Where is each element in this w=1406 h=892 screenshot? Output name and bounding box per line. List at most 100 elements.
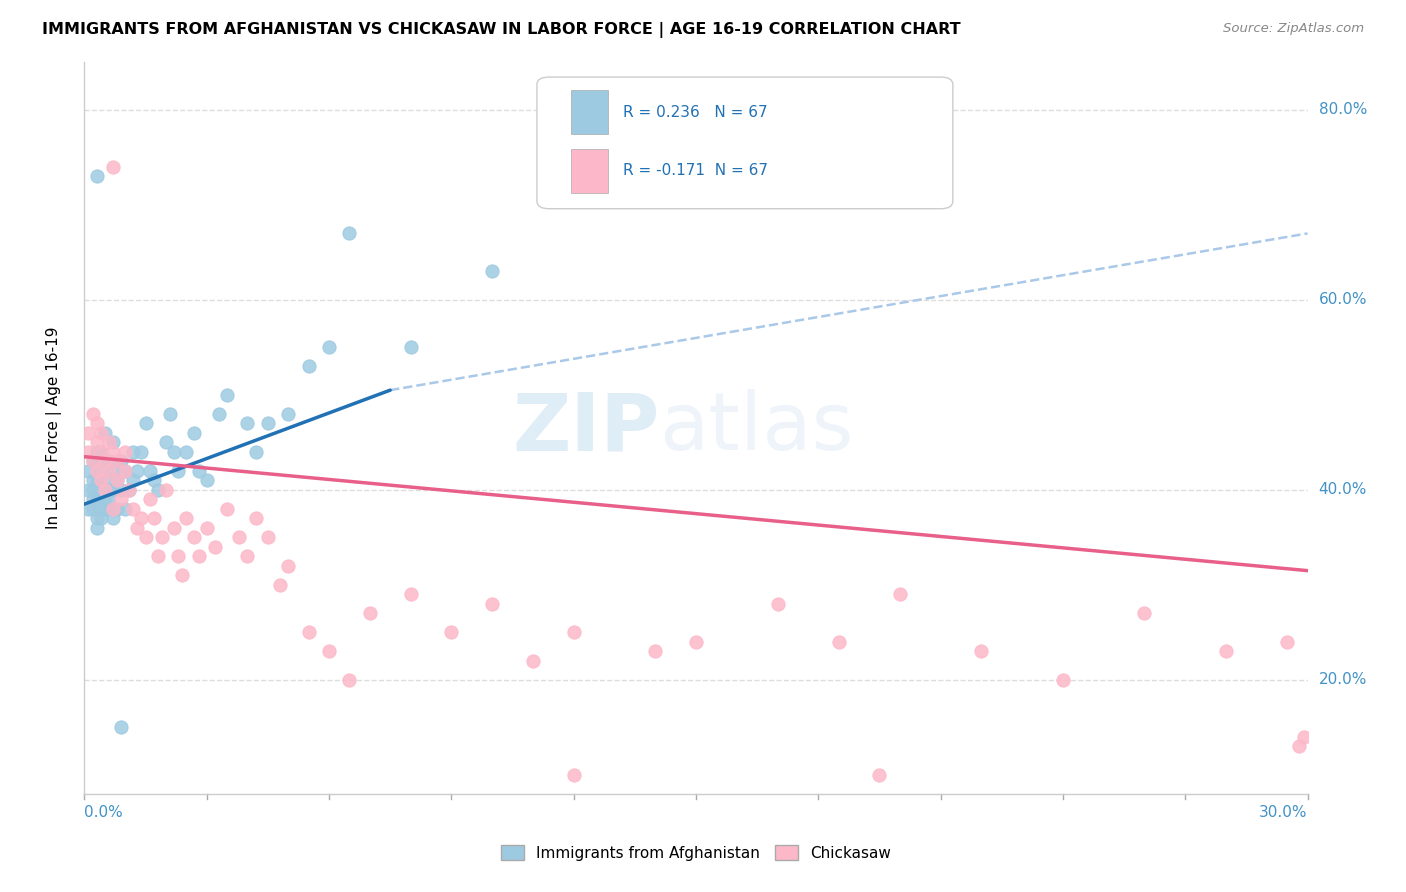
Point (195, 474, 218, 488)
Point (1215, 644, 1237, 658)
Point (1052, 673, 1074, 687)
Text: IMMIGRANTS FROM AFGHANISTAN VS CHICKASAW IN LABOR FORCE | AGE 16-19 CORRELATION : IMMIGRANTS FROM AFGHANISTAN VS CHICKASAW… (42, 22, 960, 38)
Point (105, 454, 128, 468)
Point (77, 425, 100, 440)
Point (277, 407, 299, 421)
Text: Source: ZipAtlas.com: Source: ZipAtlas.com (1223, 22, 1364, 36)
Point (110, 483, 132, 497)
Point (77, 483, 100, 497)
Point (90, 425, 112, 440)
Point (97, 483, 120, 497)
Point (105, 474, 128, 488)
Point (155, 483, 177, 497)
Point (114, 464, 136, 478)
Point (195, 521, 218, 535)
Point (93, 474, 115, 488)
Point (245, 511, 267, 525)
Point (97, 492, 120, 507)
Point (269, 578, 291, 592)
Point (339, 227, 361, 241)
Point (90, 483, 112, 497)
Point (187, 464, 209, 478)
Point (90, 502, 112, 516)
Point (122, 445, 145, 459)
Point (93, 502, 115, 516)
Point (970, 644, 993, 658)
Point (90, 445, 112, 459)
Point (82, 474, 104, 488)
Point (146, 483, 169, 497)
Point (481, 597, 503, 611)
Point (101, 502, 124, 516)
Point (562, 625, 585, 640)
Point (101, 435, 124, 450)
Point (146, 549, 169, 564)
Point (105, 502, 128, 516)
Point (869, 768, 891, 782)
Point (889, 587, 911, 601)
Point (1292, 730, 1315, 744)
Text: 0.0%: 0.0% (84, 805, 124, 821)
Point (82, 483, 104, 497)
Point (82, 492, 104, 507)
Point (257, 417, 280, 431)
Legend: Immigrants from Afghanistan, Chickasaw: Immigrants from Afghanistan, Chickasaw (495, 838, 897, 867)
Point (135, 417, 157, 431)
Point (86, 454, 108, 468)
Point (174, 511, 197, 525)
Point (318, 644, 340, 658)
Point (93, 454, 115, 468)
Point (77, 502, 100, 516)
Point (562, 768, 585, 782)
Point (114, 502, 136, 516)
Point (298, 625, 321, 640)
Point (110, 492, 132, 507)
Point (105, 474, 128, 488)
Point (298, 359, 321, 374)
Point (101, 483, 124, 497)
Point (86, 435, 108, 450)
Point (122, 474, 145, 488)
Point (208, 407, 231, 421)
Text: ZIP: ZIP (512, 389, 659, 467)
Point (86, 445, 108, 459)
Point (135, 530, 157, 544)
Text: 30.0%: 30.0% (1260, 805, 1308, 821)
Point (217, 502, 239, 516)
Point (101, 464, 124, 478)
Point (138, 492, 160, 507)
Point (114, 445, 136, 459)
Point (110, 720, 132, 734)
Point (82, 407, 104, 421)
Point (359, 607, 381, 621)
Point (163, 445, 186, 459)
Point (93, 425, 115, 440)
Point (481, 264, 503, 278)
Point (159, 407, 181, 421)
FancyBboxPatch shape (571, 90, 607, 134)
Point (110, 454, 132, 468)
Point (90, 511, 112, 525)
Point (228, 530, 250, 544)
Point (118, 483, 141, 497)
Point (150, 530, 173, 544)
Point (77, 445, 100, 459)
Point (257, 530, 280, 544)
Point (101, 445, 124, 459)
Point (101, 511, 124, 525)
Point (90, 445, 112, 459)
Point (118, 483, 141, 497)
Point (167, 549, 190, 564)
Point (127, 521, 149, 535)
Point (93, 492, 115, 507)
Point (1288, 739, 1310, 754)
Point (86, 474, 108, 488)
Point (236, 549, 259, 564)
Text: 80.0%: 80.0% (1319, 103, 1367, 118)
Point (131, 445, 153, 459)
Point (77, 464, 100, 478)
Point (174, 445, 197, 459)
Text: 40.0%: 40.0% (1319, 483, 1367, 498)
Text: R = 0.236   N = 67: R = 0.236 N = 67 (623, 104, 768, 120)
Point (97, 454, 120, 468)
